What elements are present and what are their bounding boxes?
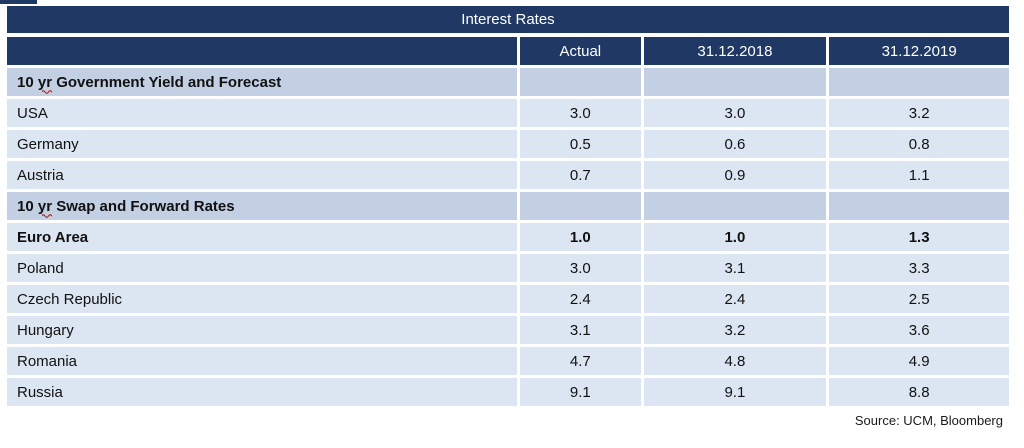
value-cell: 1.1	[829, 161, 1009, 189]
value-cell: 0.9	[643, 161, 827, 189]
table-row: Germany 0.5 0.6 0.8	[7, 130, 1009, 158]
table-title: Interest Rates	[7, 6, 1009, 33]
row-label: Czech Republic	[7, 285, 518, 313]
value-cell	[520, 68, 641, 96]
value-cell: 1.0	[643, 223, 827, 251]
value-cell: 0.8	[829, 130, 1009, 158]
column-header-2018: 31.12.2018	[643, 37, 827, 65]
value-cell: 1.3	[829, 223, 1009, 251]
value-cell: 0.7	[520, 161, 641, 189]
value-cell: 4.9	[829, 347, 1009, 375]
table-row: 10 yr Government Yield and Forecast	[7, 68, 1009, 96]
value-cell: 0.6	[643, 130, 827, 158]
value-cell	[829, 68, 1009, 96]
header-row: Actual 31.12.2018 31.12.2019	[7, 37, 1009, 65]
value-cell: 3.6	[829, 316, 1009, 344]
spellcheck-underline: yr	[37, 197, 53, 215]
interest-rates-table: Interest Rates Actual 31.12.2018 31.12.2…	[4, 6, 1012, 428]
value-cell: 9.1	[520, 378, 641, 406]
value-cell: 4.8	[643, 347, 827, 375]
table-row: Czech Republic 2.4 2.4 2.5	[7, 285, 1009, 313]
column-header-2019: 31.12.2019	[829, 37, 1009, 65]
value-cell: 3.0	[520, 99, 641, 127]
row-label: Russia	[7, 378, 518, 406]
top-edge-artifact	[0, 0, 37, 4]
row-label: Austria	[7, 161, 518, 189]
row-label: Romania	[7, 347, 518, 375]
value-cell: 3.3	[829, 254, 1009, 282]
spellcheck-underline: yr	[37, 73, 53, 91]
table-body: 10 yr Government Yield and Forecast USA 3.…	[7, 68, 1009, 406]
row-label: 10 yr Swap and Forward Rates	[7, 192, 518, 220]
value-cell: 9.1	[643, 378, 827, 406]
table-row: Austria 0.7 0.9 1.1	[7, 161, 1009, 189]
row-label: USA	[7, 99, 518, 127]
value-cell	[643, 68, 827, 96]
table-row: Russia 9.1 9.1 8.8	[7, 378, 1009, 406]
value-cell: 0.5	[520, 130, 641, 158]
column-header-empty	[7, 37, 518, 65]
value-cell: 3.0	[643, 99, 827, 127]
value-cell: 3.1	[643, 254, 827, 282]
table-row: Euro Area 1.0 1.0 1.3	[7, 223, 1009, 251]
table-row: USA 3.0 3.0 3.2	[7, 99, 1009, 127]
value-cell: 2.4	[643, 285, 827, 313]
value-cell: 3.2	[643, 316, 827, 344]
row-label: Hungary	[7, 316, 518, 344]
row-label: Poland	[7, 254, 518, 282]
value-cell: 3.0	[520, 254, 641, 282]
table-row: Romania 4.7 4.8 4.9	[7, 347, 1009, 375]
value-cell: 4.7	[520, 347, 641, 375]
table-row: Hungary 3.1 3.2 3.6	[7, 316, 1009, 344]
column-header-actual: Actual	[520, 37, 641, 65]
value-cell	[829, 192, 1009, 220]
source-note: Source: UCM, Bloomberg	[854, 413, 1003, 428]
value-cell	[520, 192, 641, 220]
value-cell: 8.8	[829, 378, 1009, 406]
row-label: Euro Area	[7, 223, 518, 251]
value-cell: 3.2	[829, 99, 1009, 127]
value-cell	[643, 192, 827, 220]
table-row: 10 yr Swap and Forward Rates	[7, 192, 1009, 220]
row-label: 10 yr Government Yield and Forecast	[7, 68, 518, 96]
table-row: Poland 3.0 3.1 3.3	[7, 254, 1009, 282]
value-cell: 1.0	[520, 223, 641, 251]
rates-table: Actual 31.12.2018 31.12.2019 10 yr Gover…	[4, 34, 1012, 409]
row-label: Germany	[7, 130, 518, 158]
value-cell: 2.4	[520, 285, 641, 313]
value-cell: 3.1	[520, 316, 641, 344]
value-cell: 2.5	[829, 285, 1009, 313]
